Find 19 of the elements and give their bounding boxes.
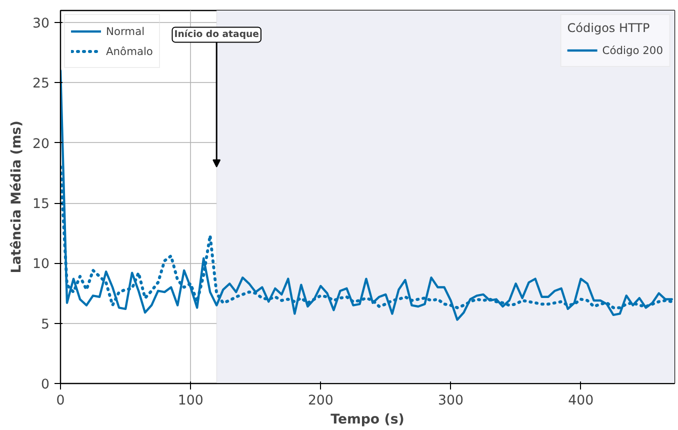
y-tick-label: 25 [32,76,50,92]
legend-label: Anômalo [106,44,153,58]
annotation: Início do ataque [174,29,259,40]
legend-label: Normal [106,24,145,38]
y-tick-label: 5 [41,317,50,332]
legend-title: Códigos HTTP [567,21,651,35]
annotation: Código 200 [602,44,663,56]
y-tick-label: 0 [41,378,50,392]
y-axis-title: Latência Média (ms) [10,120,25,274]
x-tick-label: 0 [56,394,65,408]
x-tick-label: 400 [568,394,594,408]
x-axis-title: Tempo (s) [330,412,404,428]
y-tick-label: 30 [32,16,50,32]
x-tick-label: 200 [308,394,334,408]
x-tick-label: 100 [178,394,204,408]
x-tick-label: 300 [438,394,464,408]
y-tick-label: 20 [32,136,50,152]
y-tick-label: 15 [32,197,50,212]
y-tick-label: 10 [32,257,50,272]
